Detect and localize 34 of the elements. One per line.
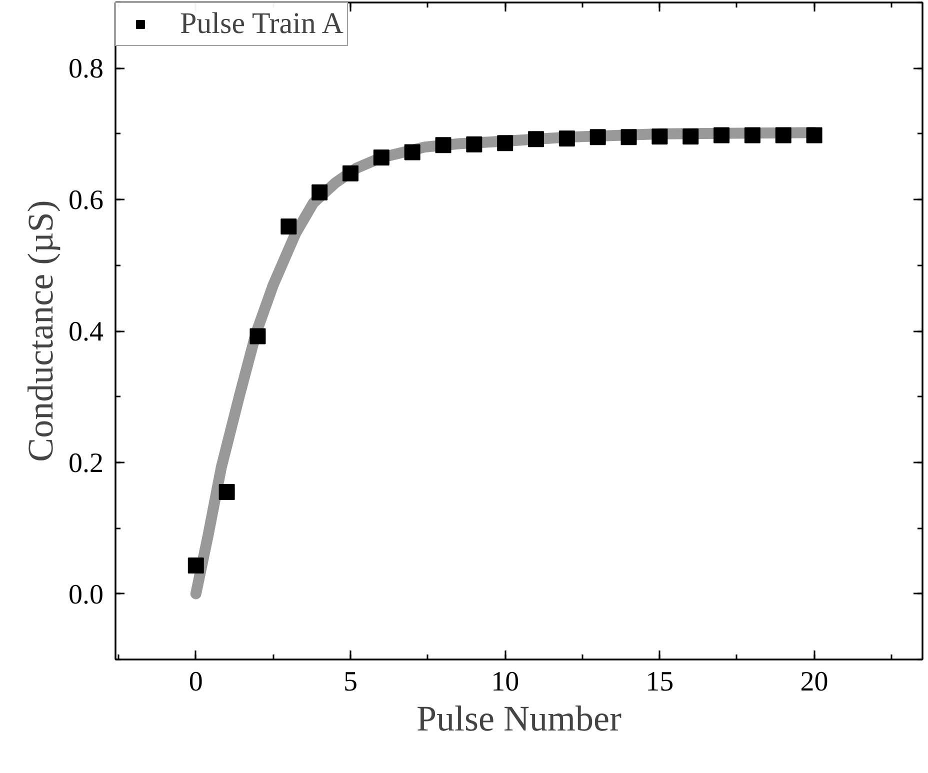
point [590,129,606,146]
point [558,130,575,146]
y-tick-label: 0.8 [68,54,104,85]
y-tick-label: 0.6 [68,185,104,216]
point [342,165,358,182]
point [775,127,792,144]
point [714,127,730,144]
y-tick-label: 0.4 [68,316,104,348]
point [373,150,390,166]
point [620,129,637,146]
point [250,328,266,344]
point [744,127,760,144]
x-tick-label: 10 [491,666,520,698]
y-tick-label: 0.0 [68,579,104,610]
point [466,136,482,152]
legend-label: Pulse Train A [180,7,344,41]
point [497,135,514,152]
x-axis-title: Pulse Number [416,698,622,738]
x-tick-label: 15 [646,666,674,698]
point [528,131,544,148]
point [404,144,420,160]
point [652,128,668,145]
point [218,484,235,500]
x-tick-label: 20 [800,666,828,698]
point [312,184,328,200]
y-tick-label: 0.2 [68,448,104,479]
point [435,137,452,154]
y-axis-title: Conductance (µS) [20,200,60,462]
x-tick-label: 5 [343,666,358,698]
point [188,558,204,574]
point [806,127,822,144]
x-tick-label: 0 [188,666,203,698]
point [280,218,297,235]
point [682,128,699,145]
